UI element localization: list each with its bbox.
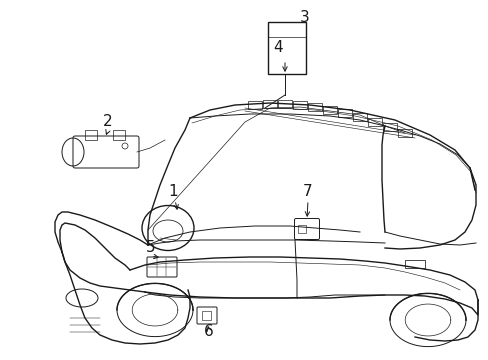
Bar — [113, 130, 125, 140]
Text: 1: 1 — [168, 184, 178, 199]
Bar — [367, 118, 381, 126]
Text: 6: 6 — [203, 324, 213, 339]
Bar — [292, 101, 306, 109]
Bar — [307, 103, 321, 111]
Bar — [202, 311, 210, 320]
Bar — [267, 22, 305, 74]
Text: 5: 5 — [146, 240, 156, 256]
Bar — [247, 101, 262, 109]
Bar — [404, 260, 424, 268]
Text: 3: 3 — [300, 10, 309, 26]
Bar — [323, 106, 336, 114]
Bar — [263, 100, 276, 108]
Bar — [337, 109, 351, 117]
Bar — [85, 130, 97, 140]
Text: 7: 7 — [303, 184, 312, 199]
Bar — [297, 225, 305, 233]
Text: 4: 4 — [273, 40, 282, 55]
Bar — [397, 129, 411, 137]
Text: 2: 2 — [103, 114, 113, 130]
Bar — [382, 123, 396, 131]
Bar — [352, 113, 366, 121]
Bar — [278, 100, 291, 108]
